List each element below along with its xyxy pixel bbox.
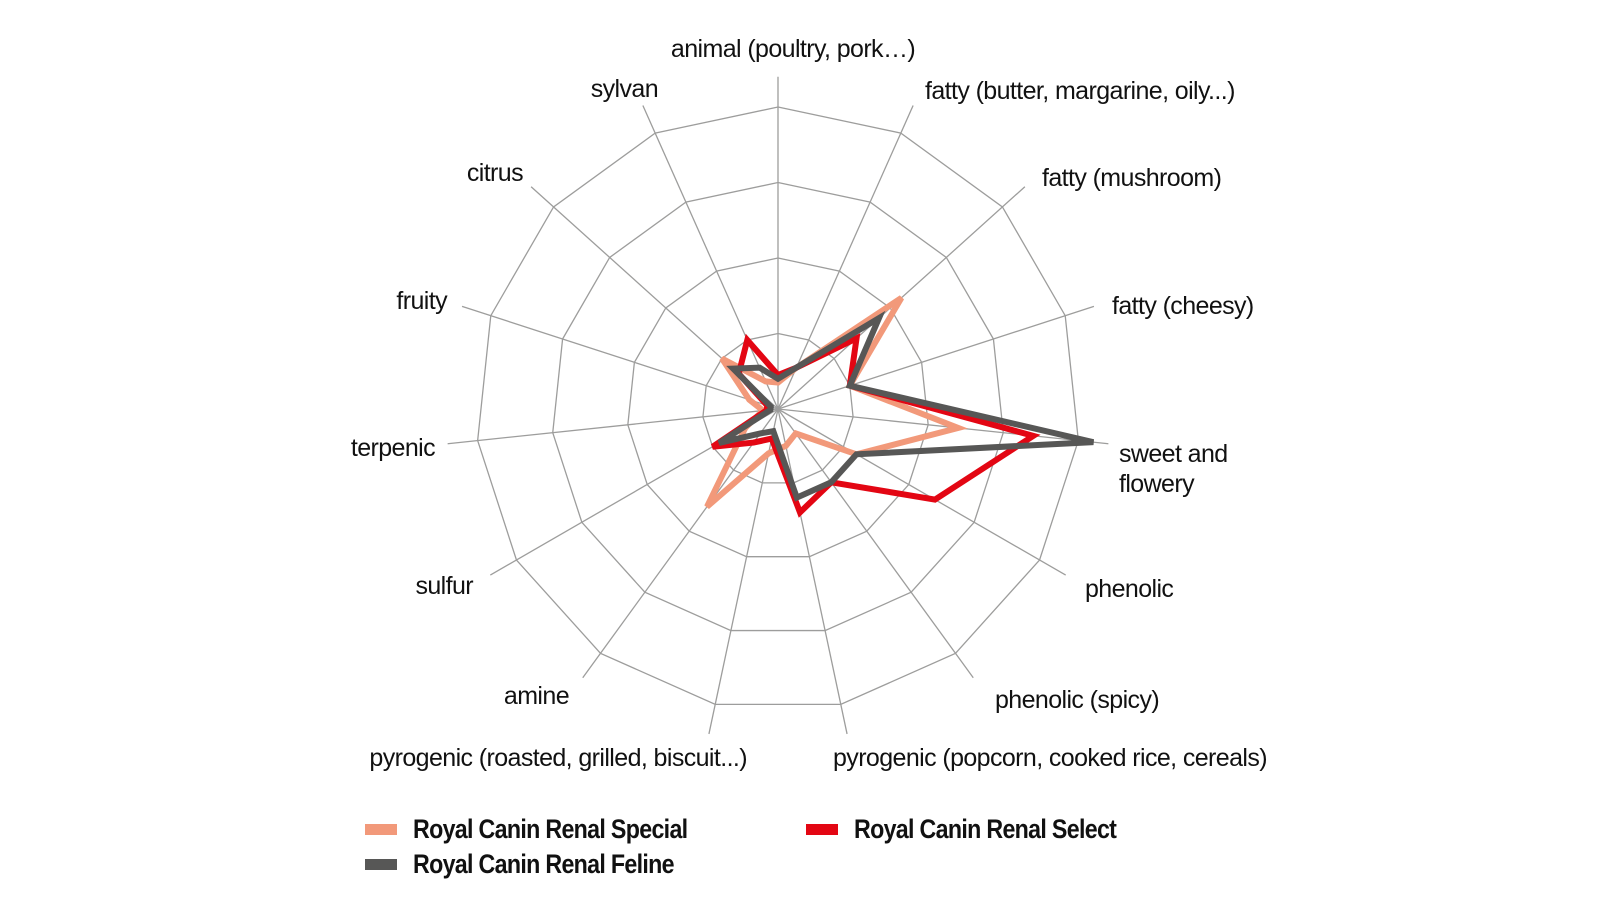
series-royal-canin-renal-feline: [717, 310, 1095, 502]
legend-label-special: Royal Canin Renal Special: [413, 814, 688, 844]
legend-label-feline: Royal Canin Renal Feline: [413, 849, 675, 879]
axis-label-citrus: citrus: [467, 159, 523, 187]
axis-label-sweet-flowery-1: sweet and: [1119, 440, 1228, 468]
grid-spoke: [582, 408, 779, 679]
legend-swatch-special: [365, 824, 397, 835]
axis-label-fatty-cheesy: fatty (cheesy): [1112, 292, 1254, 320]
legend-item-select: Royal Canin Renal Select: [806, 814, 1159, 845]
radar-series: [704, 295, 1095, 518]
axis-label-phenolic: phenolic: [1085, 575, 1173, 603]
grid-spoke: [777, 408, 974, 679]
axis-label-phenolic-spicy: phenolic (spicy): [995, 686, 1159, 714]
axis-label-sweet-flowery-2: flowery: [1119, 470, 1195, 498]
axis-label-terpenic: terpenic: [351, 434, 435, 462]
grid-spoke: [461, 305, 779, 410]
grid-ring: [476, 106, 1080, 706]
axis-label-sylvan: sylvan: [591, 75, 658, 103]
axis-label-pyrogenic-popcorn: pyrogenic (popcorn, cooked rice, cereals…: [833, 744, 1267, 772]
grid-ring: [552, 181, 1004, 632]
grid-spoke: [708, 408, 779, 735]
axis-label-amine: amine: [504, 682, 569, 710]
axis-label-fruity: fruity: [396, 287, 448, 315]
grid-spoke: [777, 408, 1109, 445]
axis-label-fatty-mushroom: fatty (mushroom): [1042, 164, 1221, 192]
grid-spoke: [447, 408, 779, 445]
legend-item-feline: Royal Canin Renal Feline: [365, 849, 716, 880]
grid-spoke: [642, 105, 779, 410]
grid-spoke: [777, 408, 848, 735]
legend-label-select: Royal Canin Renal Select: [854, 814, 1117, 844]
axis-label-fatty-butter: fatty (butter, margarine, oily...): [925, 77, 1235, 105]
legend-swatch-select: [806, 824, 838, 835]
axis-label-pyrogenic-roasted: pyrogenic (roasted, grilled, biscuit...): [369, 744, 747, 772]
legend-item-special: Royal Canin Renal Special: [365, 814, 732, 845]
grid-spoke: [777, 305, 1095, 410]
legend-swatch-feline: [365, 859, 397, 870]
axis-label-animal: animal (poultry, pork…): [671, 35, 915, 63]
grid-ring: [627, 257, 929, 558]
axis-label-sulfur: sulfur: [415, 572, 473, 600]
radar-grid: [447, 76, 1109, 735]
grid-spoke: [777, 408, 1067, 576]
grid-spoke: [777, 105, 914, 410]
grid-ring: [702, 332, 854, 484]
